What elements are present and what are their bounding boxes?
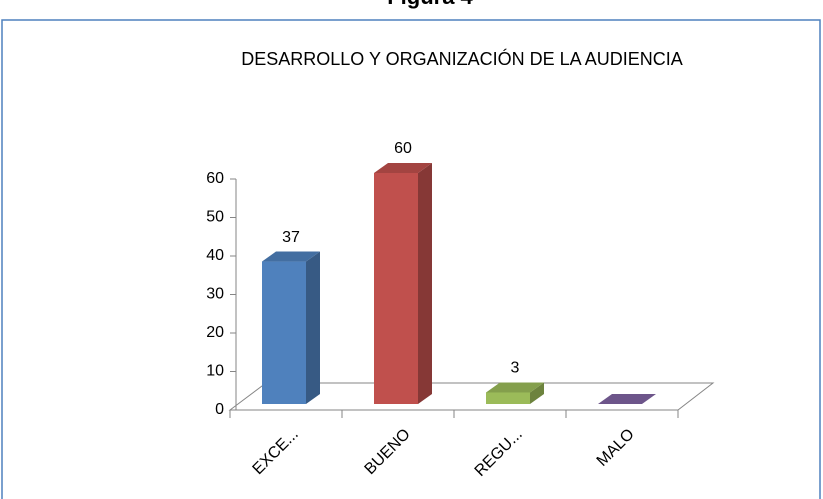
heading: Figura 4 bbox=[387, 0, 473, 9]
bar bbox=[262, 261, 306, 404]
y-tick-label: 60 bbox=[206, 170, 224, 187]
bar-top bbox=[262, 251, 320, 262]
bar-side bbox=[306, 251, 320, 404]
y-tick-label: 50 bbox=[206, 209, 224, 226]
x-tick-label: REGU... bbox=[472, 426, 526, 480]
bar-top bbox=[598, 394, 656, 404]
y-tick-label: 30 bbox=[206, 286, 224, 303]
bar-side bbox=[418, 163, 432, 404]
bar-top bbox=[374, 163, 432, 173]
data-label: 3 bbox=[511, 360, 520, 377]
bar bbox=[486, 392, 530, 404]
x-tick-label: MALO bbox=[594, 426, 638, 470]
frame bbox=[1, 19, 821, 499]
x-tick-label: BUENO bbox=[362, 426, 414, 478]
x-tick-label: EXCE... bbox=[250, 426, 302, 478]
data-label: 60 bbox=[394, 140, 412, 157]
y-tick-label: 20 bbox=[206, 324, 224, 341]
data-label: 37 bbox=[282, 229, 300, 246]
y-tick-label: 0 bbox=[215, 401, 224, 418]
y-tick-label: 40 bbox=[206, 247, 224, 264]
bar-top bbox=[486, 382, 544, 393]
floor bbox=[228, 382, 715, 411]
bar bbox=[374, 173, 418, 404]
bar-side bbox=[530, 382, 544, 404]
chart-title: DESARROLLO Y ORGANIZACIÓN DE LA AUDIENCI… bbox=[241, 48, 682, 69]
y-tick-label: 10 bbox=[206, 363, 224, 380]
